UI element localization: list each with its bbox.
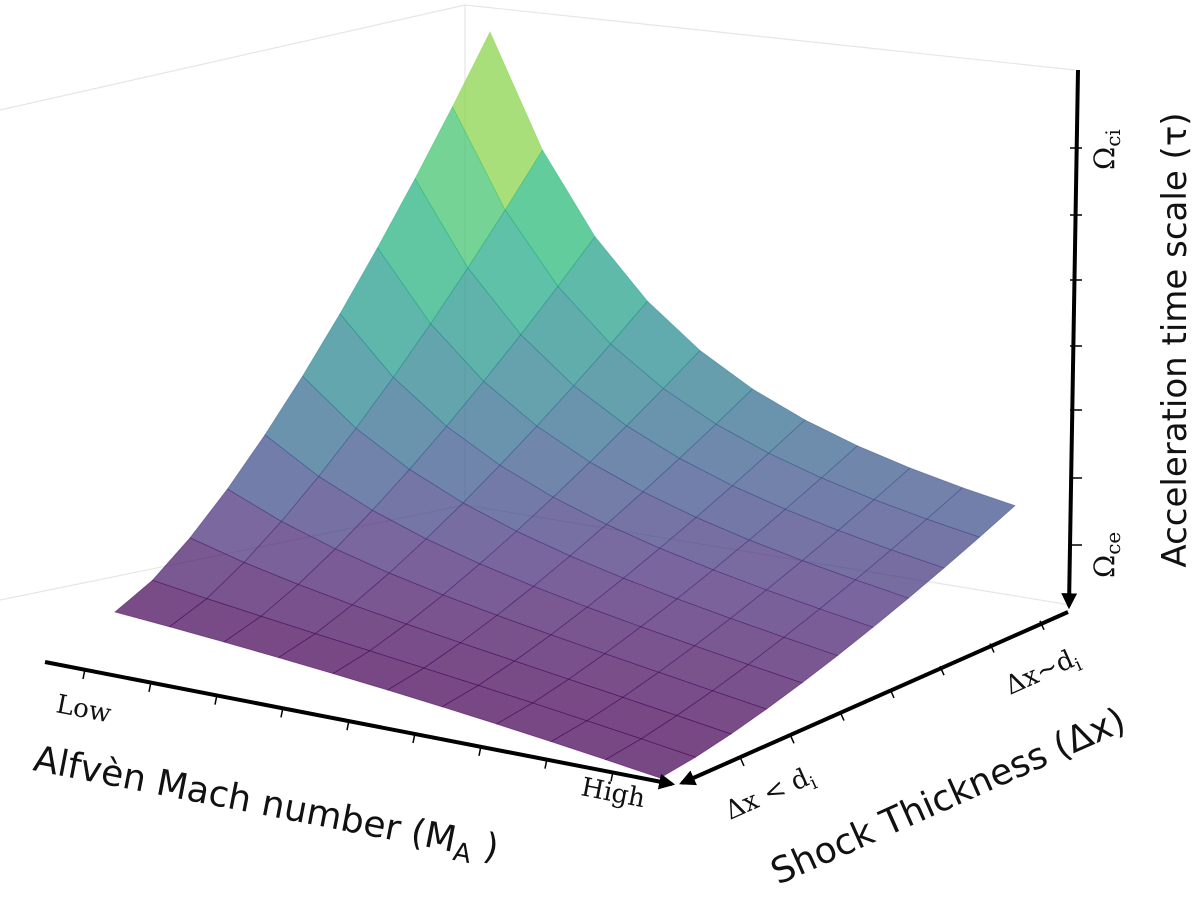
tick-mark bbox=[989, 643, 995, 653]
tick-mark bbox=[280, 707, 284, 718]
tick-mark bbox=[478, 745, 482, 756]
tick-mark bbox=[412, 732, 416, 744]
depth-axis-line bbox=[679, 610, 1069, 786]
tick-text: Ω bbox=[1088, 147, 1121, 170]
label-text: ) bbox=[469, 824, 502, 869]
depth-tick-label: Δx~di bbox=[1001, 642, 1086, 705]
tick-mark bbox=[346, 720, 350, 731]
x-tick-label: Low bbox=[54, 689, 114, 729]
tick-subscript: ce bbox=[1101, 532, 1125, 555]
tick-mark bbox=[889, 688, 895, 699]
z-tick-label: Ωci bbox=[1088, 129, 1125, 170]
tick-mark bbox=[1039, 620, 1045, 631]
z-axis-line bbox=[1061, 69, 1080, 610]
surface bbox=[114, 31, 1016, 779]
label-text: Alfvèn Mach number (M bbox=[30, 739, 459, 861]
x-axis-label: Alfvèn Mach number (MA ) bbox=[29, 739, 502, 875]
tick-mark bbox=[544, 758, 548, 769]
z-tick-label: Ωce bbox=[1088, 532, 1125, 578]
tick-mark bbox=[939, 665, 945, 676]
tick-text: Δx~d bbox=[1001, 645, 1079, 702]
tick-text: Ω bbox=[1088, 555, 1121, 578]
z-axis-label: Acceleration time scale (τ) bbox=[1155, 112, 1195, 567]
axes bbox=[44, 69, 1082, 790]
label-subscript: A bbox=[451, 837, 474, 870]
tick-mark bbox=[214, 694, 218, 705]
tick-mark bbox=[739, 756, 745, 767]
tick-mark bbox=[148, 681, 152, 692]
x-axis-line bbox=[44, 660, 676, 790]
surface-patch bbox=[604, 738, 697, 779]
tick-mark bbox=[789, 733, 795, 744]
tick-subscript: ci bbox=[1101, 129, 1125, 147]
depth-axis-label: Shock Thickness (Δx) bbox=[765, 700, 1132, 893]
depth-tick-label: Δx < di bbox=[721, 761, 821, 830]
tick-mark bbox=[82, 668, 86, 680]
tick-text: Δx < d bbox=[721, 763, 814, 826]
tick-mark bbox=[610, 771, 614, 782]
tick-mark bbox=[839, 711, 845, 721]
